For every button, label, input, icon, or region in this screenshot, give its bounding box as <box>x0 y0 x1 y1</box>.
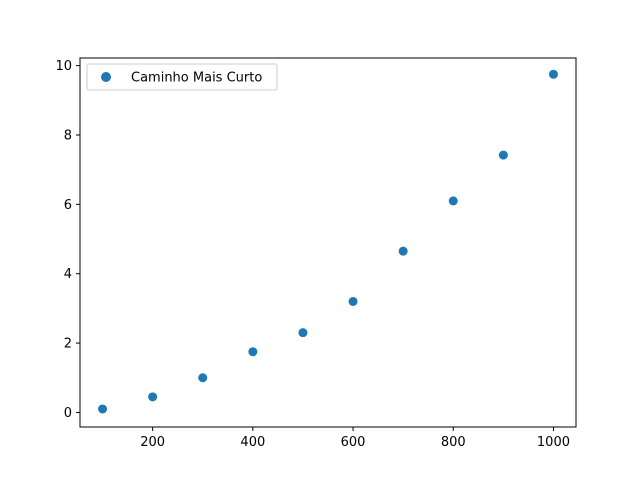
legend: Caminho Mais Curto <box>86 63 278 91</box>
x-tick-label: 800 <box>441 435 466 450</box>
x-tick-label: 200 <box>140 435 165 450</box>
data-point <box>248 347 258 357</box>
y-tick-label: 8 <box>64 128 72 143</box>
data-points <box>98 69 558 414</box>
data-point <box>548 69 558 79</box>
y-tick-label: 2 <box>64 337 72 352</box>
data-point <box>98 404 108 414</box>
legend-box <box>86 63 278 91</box>
legend-marker <box>101 72 111 82</box>
x-tick-label: 400 <box>240 435 265 450</box>
data-point <box>298 328 308 338</box>
x-tick-label: 1000 <box>537 435 570 450</box>
data-point <box>198 373 208 383</box>
y-tick-label: 6 <box>64 198 72 213</box>
data-point <box>498 150 508 160</box>
data-point <box>148 392 158 402</box>
data-point <box>448 196 458 206</box>
data-point <box>398 246 408 256</box>
y-tick-label: 4 <box>64 267 72 282</box>
data-point <box>348 296 358 306</box>
y-tick-label: 10 <box>55 59 72 74</box>
x-axis: 200 400 600 800 1000 <box>140 427 570 450</box>
y-axis: 0 2 4 6 8 10 <box>55 59 80 421</box>
y-tick-label: 0 <box>64 406 72 421</box>
plot-frame <box>79 57 577 428</box>
x-tick-label: 600 <box>341 435 366 450</box>
legend-label: Caminho Mais Curto <box>131 71 262 86</box>
